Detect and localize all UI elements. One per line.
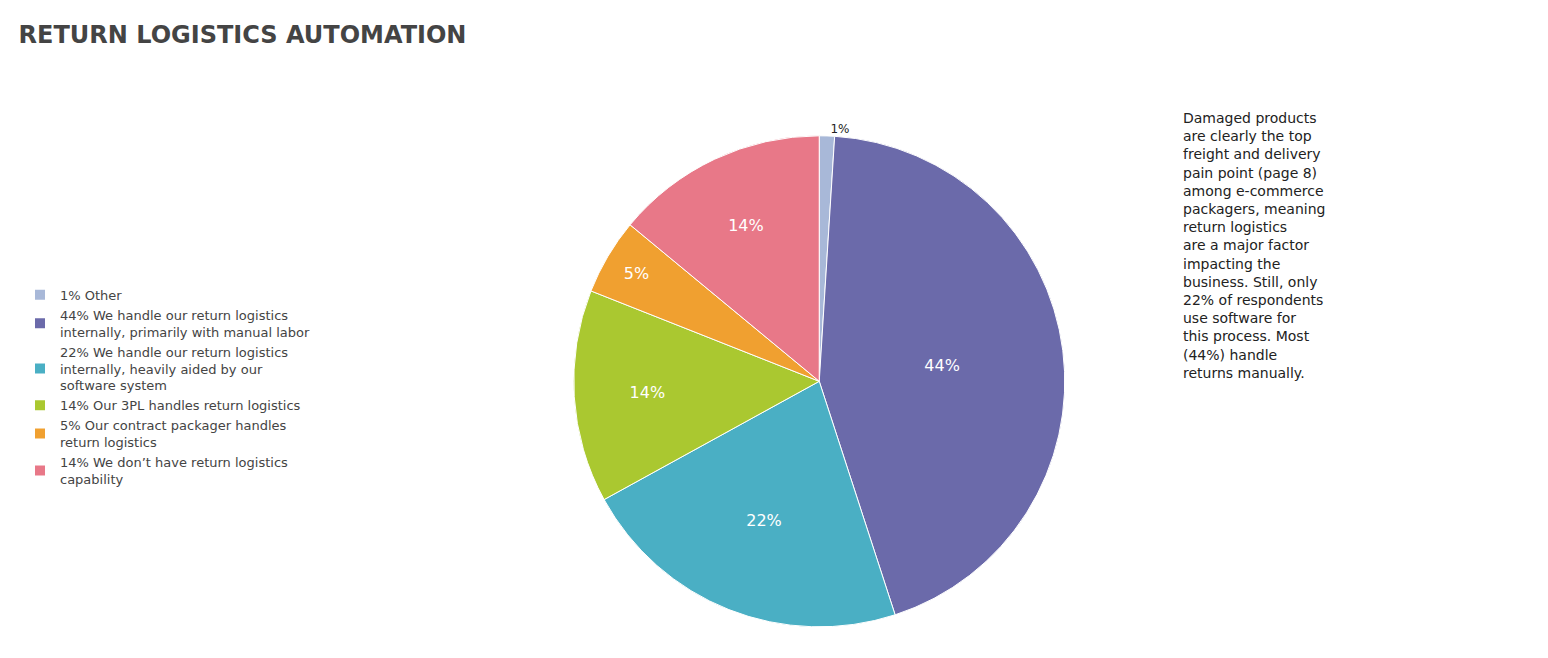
svg-text:22% We handle our return logis: 22% We handle our return logisticsintern…: [60, 345, 288, 394]
svg-text:44%: 44%: [924, 356, 960, 375]
svg-text:14% We don’t have return logis: 14% We don’t have return logisticscapabi…: [60, 455, 288, 487]
svg-text:5%: 5%: [624, 264, 649, 283]
svg-text:Damaged productsare clearly th: Damaged productsare clearly the topfreig…: [1183, 110, 1325, 381]
svg-text:RETURN LOGISTICS AUTOMATION: RETURN LOGISTICS AUTOMATION: [19, 21, 467, 49]
svg-text:14%: 14%: [630, 383, 666, 402]
svg-text:1%: 1%: [830, 122, 849, 136]
svg-text:14%: 14%: [728, 216, 764, 235]
svg-text:44% We handle our return logis: 44% We handle our return logisticsintern…: [60, 308, 310, 340]
svg-text:14% Our 3PL handles return log: 14% Our 3PL handles return logistics: [60, 398, 301, 413]
svg-text:5% Our contract packager handl: 5% Our contract packager handlesreturn l…: [60, 418, 286, 450]
svg-text:22%: 22%: [746, 511, 782, 530]
svg-text:1% Other: 1% Other: [60, 288, 122, 303]
